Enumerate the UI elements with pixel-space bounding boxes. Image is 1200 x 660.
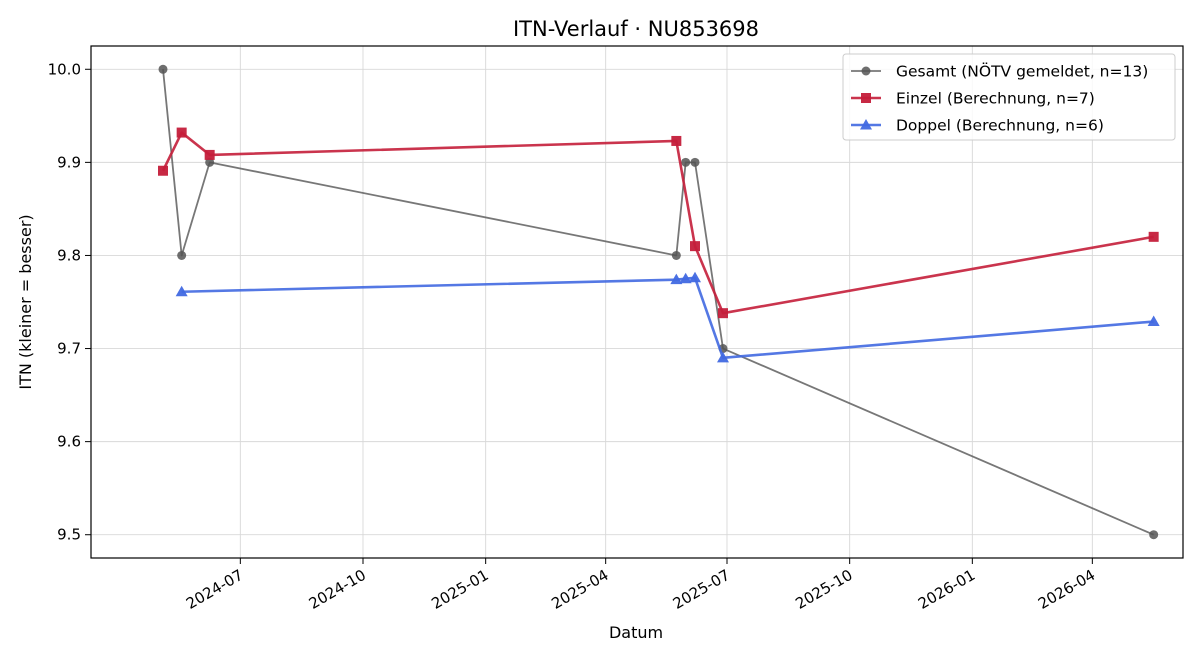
data-point-square	[690, 241, 700, 252]
y-tick-label: 9.9	[57, 153, 81, 171]
data-point-circle	[1149, 530, 1159, 540]
grid	[91, 46, 1183, 558]
data-point-circle	[861, 66, 871, 76]
legend-label: Doppel (Berechnung, n=6)	[896, 117, 1104, 135]
data-point-square	[204, 149, 215, 160]
legend-label: Gesamt (NÖTV gemeldet, n=13)	[896, 62, 1148, 81]
x-axis-label: Datum	[609, 623, 663, 642]
series-layer	[158, 64, 1160, 540]
y-tick-label: 9.7	[57, 340, 81, 358]
legend-label: Einzel (Berechnung, n=7)	[896, 90, 1095, 108]
data-point-triangle	[1147, 315, 1160, 327]
legend: Gesamt (NÖTV gemeldet, n=13) Einzel (Bere…	[842, 53, 1176, 141]
data-point-square	[718, 308, 728, 319]
data-point-square	[158, 165, 168, 176]
legend-box	[842, 53, 1176, 141]
data-point-square	[176, 127, 187, 138]
data-point-circle	[690, 157, 700, 167]
y-tick-label: 9.6	[57, 433, 81, 451]
y-tick-label: 9.5	[57, 526, 81, 544]
data-point-circle	[177, 250, 187, 260]
data-point-circle	[205, 157, 215, 167]
plot-frame	[90, 45, 1184, 559]
chart-title: ITN-Verlauf · NU853698	[513, 17, 759, 41]
series-triangle	[175, 271, 1160, 363]
data-point-circle	[671, 250, 681, 260]
data-point-triangle	[860, 119, 872, 130]
data-point-circle	[681, 157, 691, 167]
data-point-triangle	[670, 273, 683, 285]
data-point-circle	[158, 64, 168, 74]
data-point-square	[861, 93, 871, 103]
data-point-triangle	[717, 351, 729, 363]
data-point-triangle	[689, 271, 701, 283]
y-tick-label: 9.8	[57, 246, 81, 264]
y-axis-label: ITN (kleiner = besser)	[16, 214, 35, 389]
data-point-triangle	[175, 285, 188, 297]
data-point-square	[671, 135, 682, 146]
data-point-square	[1148, 231, 1159, 242]
data-point-triangle	[679, 272, 692, 284]
y-tick-label: 10.0	[48, 60, 81, 78]
series-line	[181, 276, 1154, 360]
series-square	[158, 127, 1159, 319]
